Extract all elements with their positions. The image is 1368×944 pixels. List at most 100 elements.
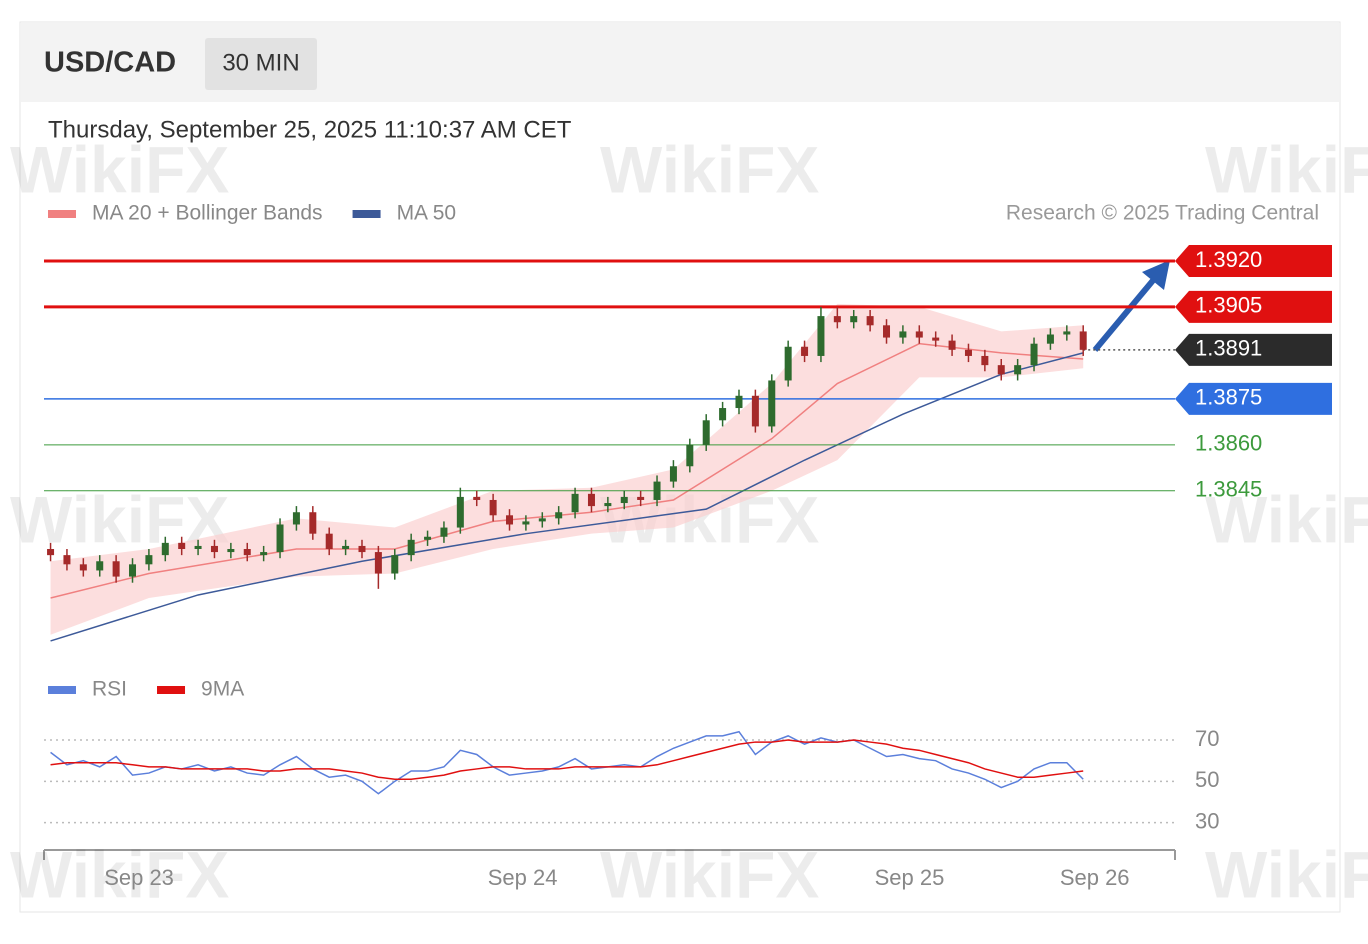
legend-swatch — [48, 686, 76, 694]
candle-body — [342, 545, 350, 550]
candle-body — [440, 527, 448, 537]
timestamp: Thursday, September 25, 2025 11:10:37 AM… — [48, 116, 572, 143]
candle-body — [653, 481, 661, 500]
candle-body — [129, 564, 137, 577]
candle-body — [850, 316, 858, 323]
rsi-line — [50, 739, 1084, 781]
candle-body — [161, 542, 169, 556]
candle-body — [702, 420, 710, 445]
candle-body — [260, 552, 268, 556]
bollinger-band — [50, 303, 1084, 635]
candle-body — [587, 493, 595, 507]
candle-body — [374, 552, 382, 574]
candle-body — [751, 395, 759, 427]
candle-body — [506, 515, 514, 525]
candle-body — [424, 536, 432, 540]
timeframe-badge — [205, 38, 317, 90]
watermark: WikiFX — [10, 837, 229, 911]
watermark: WikiFX — [600, 132, 819, 206]
candle-body — [1079, 331, 1087, 350]
arrow — [1092, 270, 1163, 352]
candle-body — [1046, 334, 1054, 344]
symbol: USD/CAD — [44, 47, 176, 79]
candle-body — [883, 325, 891, 338]
candle-body — [571, 493, 579, 513]
y-tick-label: 30 — [1195, 808, 1219, 833]
y-tick-label: 50 — [1195, 767, 1219, 792]
candle-body — [1014, 365, 1022, 375]
candle-body — [637, 496, 645, 500]
candle-body — [899, 331, 907, 338]
watermark: WikiFX — [10, 132, 229, 206]
candle-body — [833, 316, 841, 323]
candle-body — [79, 564, 87, 571]
candle-body — [538, 518, 546, 522]
watermark: WikiFX — [1205, 482, 1368, 556]
candle-body — [473, 496, 481, 500]
ma-line — [50, 352, 1084, 642]
candle-body — [145, 555, 153, 565]
level-label: 1.3920 — [1195, 247, 1262, 272]
candle-body — [669, 466, 677, 482]
level-label: 1.3845 — [1195, 477, 1262, 502]
watermark: WikiFX — [1205, 837, 1368, 911]
candle-body — [325, 533, 333, 550]
candle-body — [194, 545, 202, 550]
candle-body — [210, 545, 218, 553]
candle-body — [997, 365, 1005, 375]
y-tick-label: 70 — [1195, 726, 1219, 751]
candle-body — [309, 512, 317, 534]
legend-swatch — [352, 210, 381, 218]
candle-body — [489, 499, 497, 516]
candle-body — [555, 512, 563, 519]
level-box — [1175, 244, 1332, 277]
candle-body — [227, 549, 235, 553]
candle-body — [63, 555, 71, 565]
candle-body — [981, 355, 989, 366]
candle-body — [604, 503, 612, 507]
candle-body — [1063, 331, 1071, 335]
level-label: 1.3875 — [1195, 385, 1262, 410]
candle-body — [178, 542, 186, 550]
candle-body — [112, 561, 120, 577]
candle-body — [817, 316, 825, 356]
level-label: 1.3860 — [1195, 431, 1262, 456]
level-box — [1175, 290, 1332, 323]
candle-body — [96, 561, 104, 571]
legend-label: MA 50 — [397, 202, 457, 225]
candle-body — [932, 337, 940, 341]
legend-swatch — [157, 686, 186, 694]
candle-body — [620, 496, 628, 504]
candle-body — [292, 512, 300, 525]
level-box — [1175, 333, 1332, 366]
candle-body — [243, 549, 251, 556]
candle-body — [391, 555, 399, 574]
candle-body — [784, 346, 792, 381]
candle-body — [1030, 343, 1038, 366]
legend-label: RSI — [92, 678, 127, 701]
legend-label: 9MA — [201, 678, 244, 701]
candle-body — [407, 539, 415, 556]
candle-body — [522, 521, 530, 525]
watermark: WikiFX — [600, 837, 819, 911]
candle-body — [735, 395, 743, 409]
candle-body — [915, 331, 923, 338]
level-box — [1175, 382, 1332, 415]
candle-body — [276, 524, 284, 553]
level-label: 1.3891 — [1195, 336, 1262, 361]
legend-swatch — [48, 210, 76, 218]
x-tick-label: Sep 24 — [488, 865, 558, 890]
candle-body — [456, 496, 464, 528]
x-tick-label: Sep 23 — [104, 865, 174, 890]
copyright: Research © 2025 Trading Central — [1006, 202, 1319, 225]
x-tick-label: Sep 25 — [875, 865, 945, 890]
x-tick-label: Sep 26 — [1060, 865, 1130, 890]
candle-body — [964, 349, 972, 356]
candle-body — [47, 549, 55, 556]
candle-body — [686, 444, 694, 467]
watermark: WikiFX — [1205, 132, 1368, 206]
arrow-head — [1142, 260, 1170, 290]
candle-body — [801, 346, 809, 356]
